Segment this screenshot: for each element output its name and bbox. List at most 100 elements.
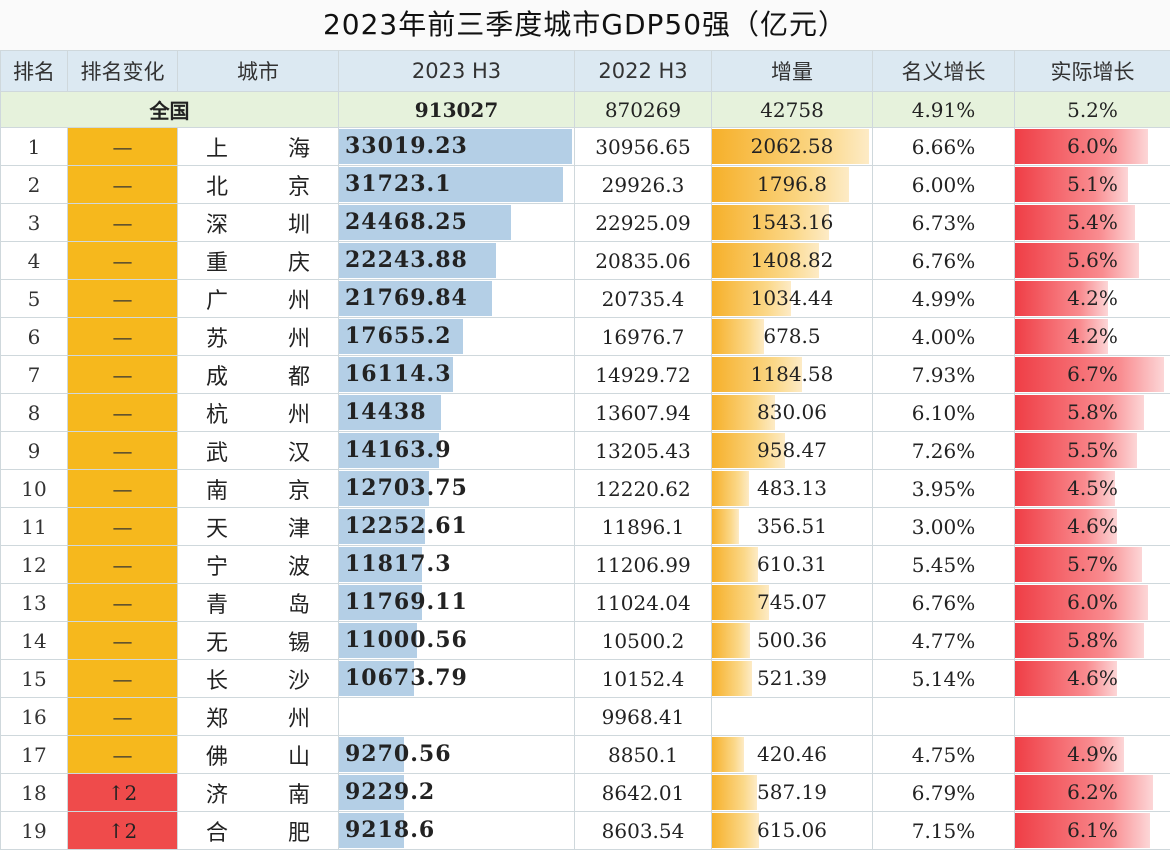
gdp-2023-value: 33019.23 [339,128,574,164]
nominal-growth-cell: 6.76% [873,584,1015,622]
rank-cell: 13 [1,584,68,622]
increment-cell: 830.06 [712,394,873,432]
gdp-2023-cell: 14438 [339,394,575,432]
nominal-growth-cell: 4.77% [873,622,1015,660]
gdp-2023-value: 11769.11 [339,584,574,620]
rank-change-cell: — [68,394,178,432]
increment-value: 610.31 [712,546,872,582]
gdp-2023-cell: 12703.75 [339,470,575,508]
nominal-growth-cell: 7.26% [873,432,1015,470]
increment-value: 500.36 [712,622,872,658]
increment-value: 356.51 [712,508,872,544]
real-growth-value: 6.7% [1015,356,1170,392]
rank-cell: 19 [1,812,68,850]
gdp-2022-cell: 8642.01 [575,774,712,812]
gdp-2023-value: 9229.2 [339,774,574,810]
city-cell: 重庆 [178,242,339,280]
gdp-2023-cell: 21769.84 [339,280,575,318]
increment-cell: 1184.58 [712,356,873,394]
rank-cell: 1 [1,128,68,166]
rank-change-cell: — [68,280,178,318]
city-cell: 无锡 [178,622,339,660]
rank-change-cell: — [68,242,178,280]
real-growth-value: 4.5% [1015,470,1170,506]
real-growth-cell: 4.9% [1015,736,1170,774]
city-cell: 郑州 [178,698,339,736]
rank-cell: 9 [1,432,68,470]
rank-cell: 10 [1,470,68,508]
rank-change-cell: — [68,204,178,242]
real-growth-cell: 5.8% [1015,394,1170,432]
real-growth-value: 4.9% [1015,736,1170,772]
national-total-row: 全国 913027 870269 42758 4.91% 5.2% [1,92,1170,128]
total-2022-h3: 870269 [575,92,712,128]
rank-change-cell: ↑2 [68,812,178,850]
rank-change-cell: — [68,584,178,622]
gdp-2023-value: 9218.6 [339,812,574,848]
gdp-2022-cell: 9968.41 [575,698,712,736]
gdp-2023-cell: 9270.56 [339,736,575,774]
nominal-growth-cell: 6.76% [873,242,1015,280]
nominal-growth-cell: 4.00% [873,318,1015,356]
nominal-growth-cell: 4.99% [873,280,1015,318]
city-cell: 深圳 [178,204,339,242]
rank-change-cell: — [68,432,178,470]
rank-cell: 14 [1,622,68,660]
gdp-2023-value: 12252.61 [339,508,574,544]
total-2023-h3: 913027 [339,92,575,128]
city-cell: 长沙 [178,660,339,698]
header-city: 城市 [178,51,339,92]
nominal-growth-cell: 3.95% [873,470,1015,508]
city-cell: 广州 [178,280,339,318]
city-cell: 北京 [178,166,339,204]
city-cell: 合肥 [178,812,339,850]
real-growth-value: 5.6% [1015,242,1170,278]
gdp-2022-cell: 13205.43 [575,432,712,470]
nominal-growth-cell: 6.79% [873,774,1015,812]
real-growth-value: 4.2% [1015,280,1170,316]
increment-value: 587.19 [712,774,872,810]
increment-cell: 615.06 [712,812,873,850]
gdp-2023-value: 11000.56 [339,622,574,658]
rank-cell: 7 [1,356,68,394]
table-title: 2023年前三季度城市GDP50强（亿元） [0,0,1170,50]
rank-cell: 8 [1,394,68,432]
gdp-2023-value: 14163.9 [339,432,574,468]
city-cell: 佛山 [178,736,339,774]
real-growth-value: 6.0% [1015,128,1170,164]
gdp-2022-cell: 8603.54 [575,812,712,850]
gdp-2023-cell [339,698,575,736]
gdp-2022-cell: 12220.62 [575,470,712,508]
increment-cell: 745.07 [712,584,873,622]
total-label: 全国 [1,92,339,128]
nominal-growth-cell: 6.66% [873,128,1015,166]
gdp-2023-cell: 17655.2 [339,318,575,356]
increment-value: 745.07 [712,584,872,620]
header-2023-h3: 2023 H3 [339,51,575,92]
increment-cell: 500.36 [712,622,873,660]
increment-cell [712,698,873,736]
rank-change-cell: — [68,128,178,166]
real-growth-cell: 5.6% [1015,242,1170,280]
rank-cell: 12 [1,546,68,584]
rank-change-cell: — [68,698,178,736]
real-growth-value: 5.4% [1015,204,1170,240]
nominal-growth-cell: 4.75% [873,736,1015,774]
gdp-2022-cell: 20735.4 [575,280,712,318]
gdp-2023-value: 22243.88 [339,242,574,278]
real-growth-value: 4.2% [1015,318,1170,354]
rank-change-cell: — [68,508,178,546]
gdp-2023-cell: 22243.88 [339,242,575,280]
increment-value: 830.06 [712,394,872,430]
rank-change-cell: — [68,318,178,356]
increment-cell: 958.47 [712,432,873,470]
